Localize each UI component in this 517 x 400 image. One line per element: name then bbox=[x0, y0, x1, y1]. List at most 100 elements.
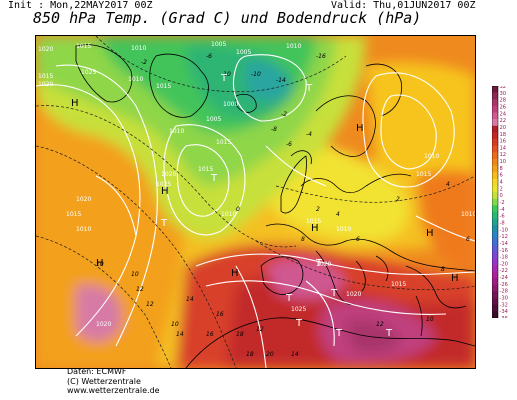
legend-swatch bbox=[492, 99, 498, 107]
isotherm-label: 10 bbox=[426, 316, 434, 323]
legend-tick-label: 32 bbox=[500, 86, 507, 90]
isotherm-label: 8 bbox=[441, 266, 445, 273]
legend-tick-label: 18 bbox=[500, 132, 507, 138]
legend-swatch bbox=[492, 158, 498, 166]
legend-tick-label: 0 bbox=[500, 193, 503, 199]
isobar-label: 1020 bbox=[316, 261, 331, 268]
isotherm-label: 10 bbox=[96, 261, 104, 268]
isobar-label: 1025 bbox=[156, 181, 171, 188]
legend-swatch bbox=[492, 105, 498, 113]
isobar-label: 1010 bbox=[169, 128, 184, 135]
legend-tick-label: -28 bbox=[500, 289, 508, 295]
legend-swatch bbox=[492, 278, 498, 286]
isobar-label: 1000 bbox=[223, 101, 238, 108]
high-pressure-marker: H bbox=[161, 186, 169, 197]
pressure-labels: 1020 1015 10101005100510101015102010251010… bbox=[38, 41, 476, 328]
isotherm-label: 14 bbox=[176, 331, 184, 338]
isotherm-label: 14 bbox=[186, 296, 194, 303]
isotherm-label: -4 bbox=[306, 131, 312, 138]
isotherm-label: -16 bbox=[316, 53, 326, 60]
isotherm-label: 18 bbox=[246, 351, 254, 358]
data-source: Daten: ECMWF bbox=[67, 367, 127, 376]
isobar-label: 1010 bbox=[424, 153, 439, 160]
legend-tick-label: -18 bbox=[500, 255, 508, 261]
legend-swatch bbox=[492, 211, 498, 219]
legend-swatch bbox=[492, 205, 498, 213]
isotherm-label: 14 bbox=[291, 351, 299, 358]
isobar-label: 1025 bbox=[81, 69, 96, 76]
isobar-label: 1015 bbox=[38, 73, 53, 80]
legend-tick-label: -22 bbox=[500, 268, 508, 274]
footer-credits: Daten: ECMWF (C) Wetterzentrale www.wett… bbox=[67, 367, 160, 396]
legend-swatch bbox=[492, 192, 498, 199]
isotherm-label: 0 bbox=[236, 206, 240, 213]
high-pressure-marker: H bbox=[451, 273, 459, 284]
copyright: (C) Wetterzentrale bbox=[67, 376, 141, 386]
isotherm-label: 12 bbox=[376, 321, 384, 328]
isobar-label: 1010 bbox=[336, 226, 351, 233]
legend-swatch bbox=[492, 271, 498, 279]
isobar-label: 1010 bbox=[461, 211, 476, 218]
legend-tick-label: -34 bbox=[500, 309, 509, 315]
legend-tick-label: -32 bbox=[500, 302, 508, 308]
isotherm-label: -10 bbox=[221, 71, 231, 78]
legend-swatch bbox=[492, 92, 498, 100]
legend-tick-label: 10 bbox=[500, 159, 507, 165]
legend-tick-label: 6 bbox=[500, 173, 503, 179]
legend-tick-label: 2 bbox=[500, 186, 503, 192]
legend-swatch bbox=[492, 178, 498, 186]
isobar-label: 1005 bbox=[236, 49, 251, 56]
low-pressure-marker: T bbox=[285, 293, 293, 304]
isobar-label: 1015 bbox=[306, 218, 321, 225]
legend-tick-label: -26 bbox=[500, 282, 508, 288]
isobar-label: 1010 bbox=[76, 226, 91, 233]
legend-swatch bbox=[492, 231, 498, 239]
temperature-legend: 32302826242220181614121086420-2-4-6-8-10… bbox=[492, 86, 509, 318]
legend-swatch bbox=[492, 304, 498, 312]
isotherm-label: 12 bbox=[136, 286, 144, 293]
isotherm-label: 16 bbox=[216, 311, 224, 318]
legend-border bbox=[492, 86, 499, 318]
legend-tick-label: -24 bbox=[500, 275, 509, 281]
legend-tick-label: 30 bbox=[500, 91, 507, 97]
high-pressure-marker: H bbox=[426, 228, 434, 239]
isobar-label: 1020 bbox=[76, 196, 91, 203]
isotherm-label: 8 bbox=[301, 236, 305, 243]
legend-swatch bbox=[492, 139, 498, 146]
legend-tick-label: -36 bbox=[500, 316, 508, 318]
legend-tick-label: 4 bbox=[500, 180, 504, 186]
isobar-label: 1015 bbox=[156, 83, 171, 90]
legend-swatch bbox=[492, 125, 498, 133]
isobar-label: 1020 bbox=[346, 291, 361, 298]
isotherms bbox=[36, 36, 475, 368]
map-title: 850 hPa Temp. (Grad C) und Bodendruck (h… bbox=[33, 9, 422, 27]
temperature-field bbox=[36, 36, 475, 368]
legend-swatch bbox=[492, 311, 498, 318]
isotherm-label: 20 bbox=[266, 351, 274, 358]
low-pressure-marker: T bbox=[160, 218, 168, 229]
isotherm-label: 12 bbox=[146, 301, 154, 308]
high-pressure-marker: H bbox=[96, 258, 104, 269]
legend-tick-label: -2 bbox=[500, 200, 505, 206]
legend-tick-label: 14 bbox=[500, 145, 507, 151]
legend-tick-label: 26 bbox=[500, 104, 507, 110]
legend-swatch bbox=[492, 291, 498, 299]
isotherm-label: 4 bbox=[336, 211, 340, 218]
low-pressure-marker: T bbox=[210, 173, 218, 184]
isotherm-label: -6 bbox=[206, 53, 212, 60]
legend-swatch bbox=[492, 218, 498, 226]
legend-swatch bbox=[492, 298, 498, 306]
legend-tick-label: -10 bbox=[500, 227, 508, 233]
isotherm-label: 6 bbox=[466, 236, 470, 243]
legend-swatch bbox=[492, 264, 498, 272]
isotherm-label: 6 bbox=[356, 236, 360, 243]
isobar-label: 1010 bbox=[131, 45, 146, 52]
isobar-label: 1015 bbox=[198, 166, 213, 173]
legend-swatch bbox=[492, 145, 498, 153]
isotherm-label: -2 bbox=[141, 59, 147, 66]
isotherm-label: -10 bbox=[251, 71, 261, 78]
isobar-label: 1015 bbox=[391, 281, 406, 288]
isobar-label: 1015 bbox=[76, 43, 91, 50]
isobar-label: 1025 bbox=[291, 306, 306, 313]
isotherm-label: -2 bbox=[281, 111, 287, 118]
